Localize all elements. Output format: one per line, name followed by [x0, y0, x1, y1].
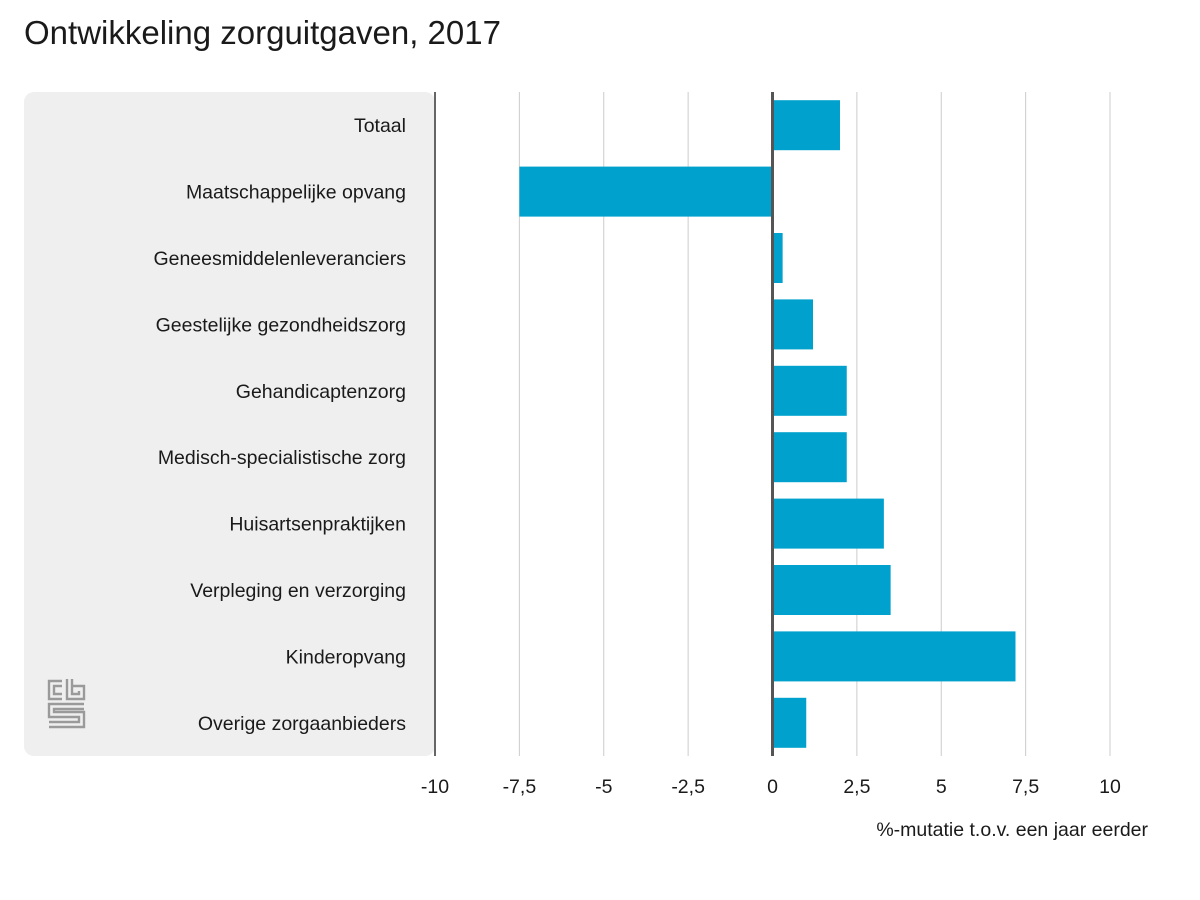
x-tick-labels: -10 -7,5 -5 -2,5 0 2,5 5 7,5 10	[421, 776, 1121, 798]
bar	[772, 565, 891, 615]
bar	[772, 100, 840, 151]
x-tick-label: 5	[936, 776, 947, 798]
x-tick-label: -10	[421, 776, 449, 798]
category-label: Kinderopvang	[286, 646, 406, 668]
category-labels: Totaal Maatschappelijke opvang Geneesmidde…	[153, 115, 406, 735]
chart-title: Ontwikkeling zorguitgaven, 2017	[24, 14, 501, 51]
bar	[772, 299, 813, 350]
axes	[434, 92, 774, 756]
category-label: Maatschappelijke opvang	[186, 182, 406, 204]
category-label: Geestelijke gezondheidszorg	[156, 314, 406, 336]
category-label: Verpleging en verzorging	[190, 580, 406, 602]
x-tick-label: 2,5	[843, 776, 870, 798]
category-label: Huisartsenpraktijken	[229, 514, 406, 536]
category-label: Gehandicaptenzorg	[236, 381, 406, 403]
x-axis-title: %-mutatie t.o.v. een jaar eerder	[876, 819, 1148, 841]
bar	[772, 631, 1016, 682]
category-label: Totaal	[354, 115, 406, 137]
x-tick-label: 0	[767, 776, 778, 798]
category-label: Overige zorgaanbieders	[198, 713, 406, 735]
category-label: Geneesmiddelenleveranciers	[153, 248, 406, 270]
bars	[519, 100, 1016, 748]
bar	[772, 432, 847, 483]
bar	[772, 233, 783, 283]
x-tick-label: 7,5	[1012, 776, 1039, 798]
bar	[772, 365, 847, 416]
bar	[772, 498, 884, 549]
x-tick-label: -2,5	[671, 776, 705, 798]
x-tick-label: -5	[595, 776, 612, 798]
category-label-panel	[24, 92, 435, 756]
x-tick-label: 10	[1099, 776, 1121, 798]
bar	[519, 166, 773, 217]
x-tick-label: -7,5	[503, 776, 537, 798]
cbs-logo-icon	[47, 679, 86, 729]
category-label: Medisch-specialistische zorg	[158, 447, 406, 469]
bar	[772, 697, 807, 748]
